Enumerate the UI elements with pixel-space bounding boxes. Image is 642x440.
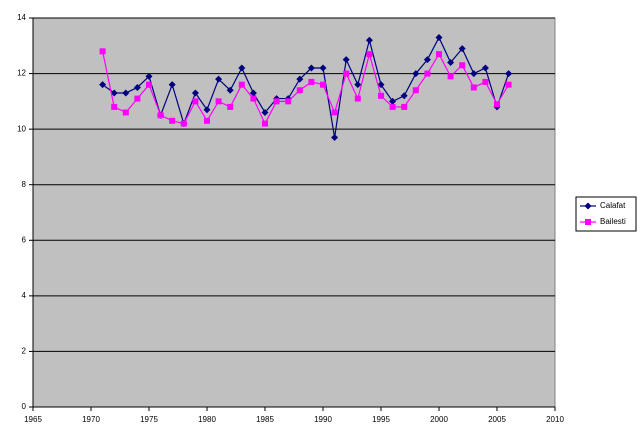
x-tick-label: 1965 bbox=[24, 415, 42, 424]
marker bbox=[447, 58, 455, 66]
legend-label: Calafat bbox=[600, 201, 626, 210]
marker bbox=[204, 117, 210, 124]
marker bbox=[400, 92, 408, 100]
marker bbox=[412, 70, 420, 78]
marker bbox=[203, 106, 211, 114]
marker bbox=[99, 81, 107, 89]
marker bbox=[238, 81, 245, 88]
x-tick-label: 1985 bbox=[256, 415, 274, 424]
marker bbox=[331, 133, 339, 141]
marker bbox=[482, 78, 489, 85]
marker bbox=[389, 103, 396, 110]
marker bbox=[470, 70, 478, 78]
marker bbox=[470, 84, 477, 91]
y-tick-label: 2 bbox=[22, 347, 27, 356]
y-tick-label: 4 bbox=[22, 291, 27, 300]
marker bbox=[458, 45, 466, 53]
marker bbox=[505, 70, 513, 78]
y-tick-label: 12 bbox=[17, 69, 26, 78]
plot-area bbox=[32, 17, 556, 408]
marker bbox=[436, 51, 442, 58]
legend-marker bbox=[584, 202, 592, 210]
marker bbox=[133, 83, 141, 91]
marker bbox=[389, 97, 397, 105]
legend-marker bbox=[585, 219, 591, 225]
marker bbox=[262, 120, 268, 127]
marker bbox=[447, 73, 454, 80]
marker bbox=[180, 120, 187, 127]
marker bbox=[99, 48, 106, 55]
marker bbox=[424, 70, 431, 77]
marker bbox=[423, 56, 431, 64]
x-tick-label: 1975 bbox=[140, 415, 158, 424]
y-tick-label: 8 bbox=[22, 180, 27, 189]
marker bbox=[307, 64, 315, 72]
x-tick-label: 2005 bbox=[488, 415, 506, 424]
x-tick-label: 1990 bbox=[314, 415, 332, 424]
y-tick-label: 14 bbox=[17, 13, 26, 22]
marker bbox=[296, 75, 304, 83]
marker bbox=[354, 95, 361, 102]
marker bbox=[111, 103, 118, 110]
x-tick-label: 1980 bbox=[198, 415, 216, 424]
marker bbox=[401, 103, 408, 110]
marker bbox=[134, 95, 141, 102]
marker bbox=[191, 89, 199, 97]
series-line bbox=[102, 36, 510, 138]
marker bbox=[215, 75, 223, 83]
marker bbox=[296, 87, 303, 94]
marker bbox=[308, 78, 315, 85]
x-tick-label: 2000 bbox=[430, 415, 448, 424]
marker bbox=[157, 112, 164, 119]
marker bbox=[505, 81, 512, 88]
marker bbox=[342, 56, 350, 64]
y-tick-label: 6 bbox=[22, 235, 27, 244]
marker bbox=[226, 86, 234, 94]
marker bbox=[378, 92, 384, 99]
marker bbox=[249, 89, 257, 97]
marker bbox=[319, 64, 327, 72]
marker bbox=[215, 98, 222, 105]
marker bbox=[227, 103, 234, 110]
marker bbox=[146, 81, 152, 88]
marker bbox=[145, 72, 153, 80]
marker bbox=[377, 81, 385, 89]
marker bbox=[261, 108, 269, 116]
marker bbox=[168, 81, 176, 89]
marker bbox=[494, 101, 500, 108]
marker bbox=[273, 98, 280, 105]
marker bbox=[343, 70, 350, 77]
marker bbox=[366, 51, 373, 58]
x-tick-label: 1995 bbox=[372, 415, 390, 424]
marker bbox=[122, 89, 130, 97]
y-tick-label: 10 bbox=[17, 124, 26, 133]
marker bbox=[250, 95, 257, 102]
marker bbox=[169, 117, 176, 124]
marker bbox=[192, 98, 199, 105]
marker bbox=[110, 89, 118, 97]
marker bbox=[459, 62, 466, 69]
legend bbox=[575, 196, 637, 232]
y-tick-label: 0 bbox=[22, 402, 27, 411]
marker bbox=[320, 81, 326, 88]
marker bbox=[238, 64, 246, 72]
marker bbox=[412, 87, 419, 94]
marker bbox=[331, 109, 338, 116]
marker bbox=[122, 109, 129, 116]
legend-label: Bailesti bbox=[600, 217, 626, 226]
marker bbox=[481, 64, 489, 72]
marker bbox=[285, 98, 292, 105]
marker bbox=[354, 81, 362, 89]
x-tick-label: 1970 bbox=[82, 415, 100, 424]
marker bbox=[435, 33, 443, 41]
marker bbox=[365, 36, 373, 44]
x-tick-label: 2010 bbox=[546, 415, 564, 424]
